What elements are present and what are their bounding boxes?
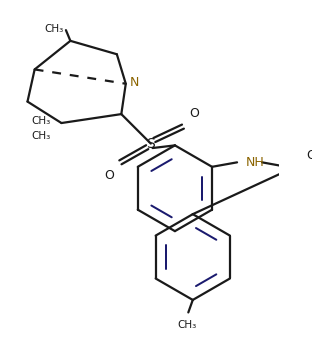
Text: S: S xyxy=(146,136,155,151)
Text: CH₃: CH₃ xyxy=(32,116,51,126)
Text: CH₃: CH₃ xyxy=(178,320,197,329)
Text: O: O xyxy=(104,169,114,182)
Text: O: O xyxy=(306,149,312,162)
Text: NH: NH xyxy=(246,156,265,169)
Text: CH₃: CH₃ xyxy=(32,131,51,141)
Text: O: O xyxy=(189,107,199,120)
Text: CH₃: CH₃ xyxy=(44,24,63,34)
Text: N: N xyxy=(129,76,139,89)
